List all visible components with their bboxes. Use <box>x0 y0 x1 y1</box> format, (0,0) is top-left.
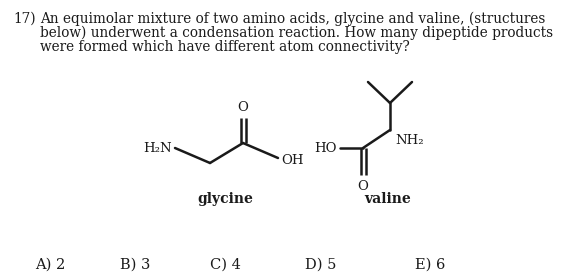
Text: were formed which have different atom connectivity?: were formed which have different atom co… <box>40 40 410 54</box>
Text: below) underwent a condensation reaction. How many dipeptide products: below) underwent a condensation reaction… <box>40 26 553 40</box>
Text: valine: valine <box>365 192 412 206</box>
Text: OH: OH <box>281 153 303 167</box>
Text: O: O <box>358 180 368 193</box>
Text: H₂N: H₂N <box>144 141 172 155</box>
Text: An equimolar mixture of two amino acids, glycine and valine, (structures: An equimolar mixture of two amino acids,… <box>40 12 546 26</box>
Text: glycine: glycine <box>197 192 253 206</box>
Text: O: O <box>238 101 248 114</box>
Text: 17): 17) <box>13 12 35 26</box>
Text: E) 6: E) 6 <box>415 258 445 272</box>
Text: A) 2: A) 2 <box>35 258 65 272</box>
Text: C) 4: C) 4 <box>210 258 241 272</box>
Text: D) 5: D) 5 <box>305 258 336 272</box>
Text: HO: HO <box>315 141 337 155</box>
Text: NH₂: NH₂ <box>395 134 423 147</box>
Text: B) 3: B) 3 <box>120 258 150 272</box>
